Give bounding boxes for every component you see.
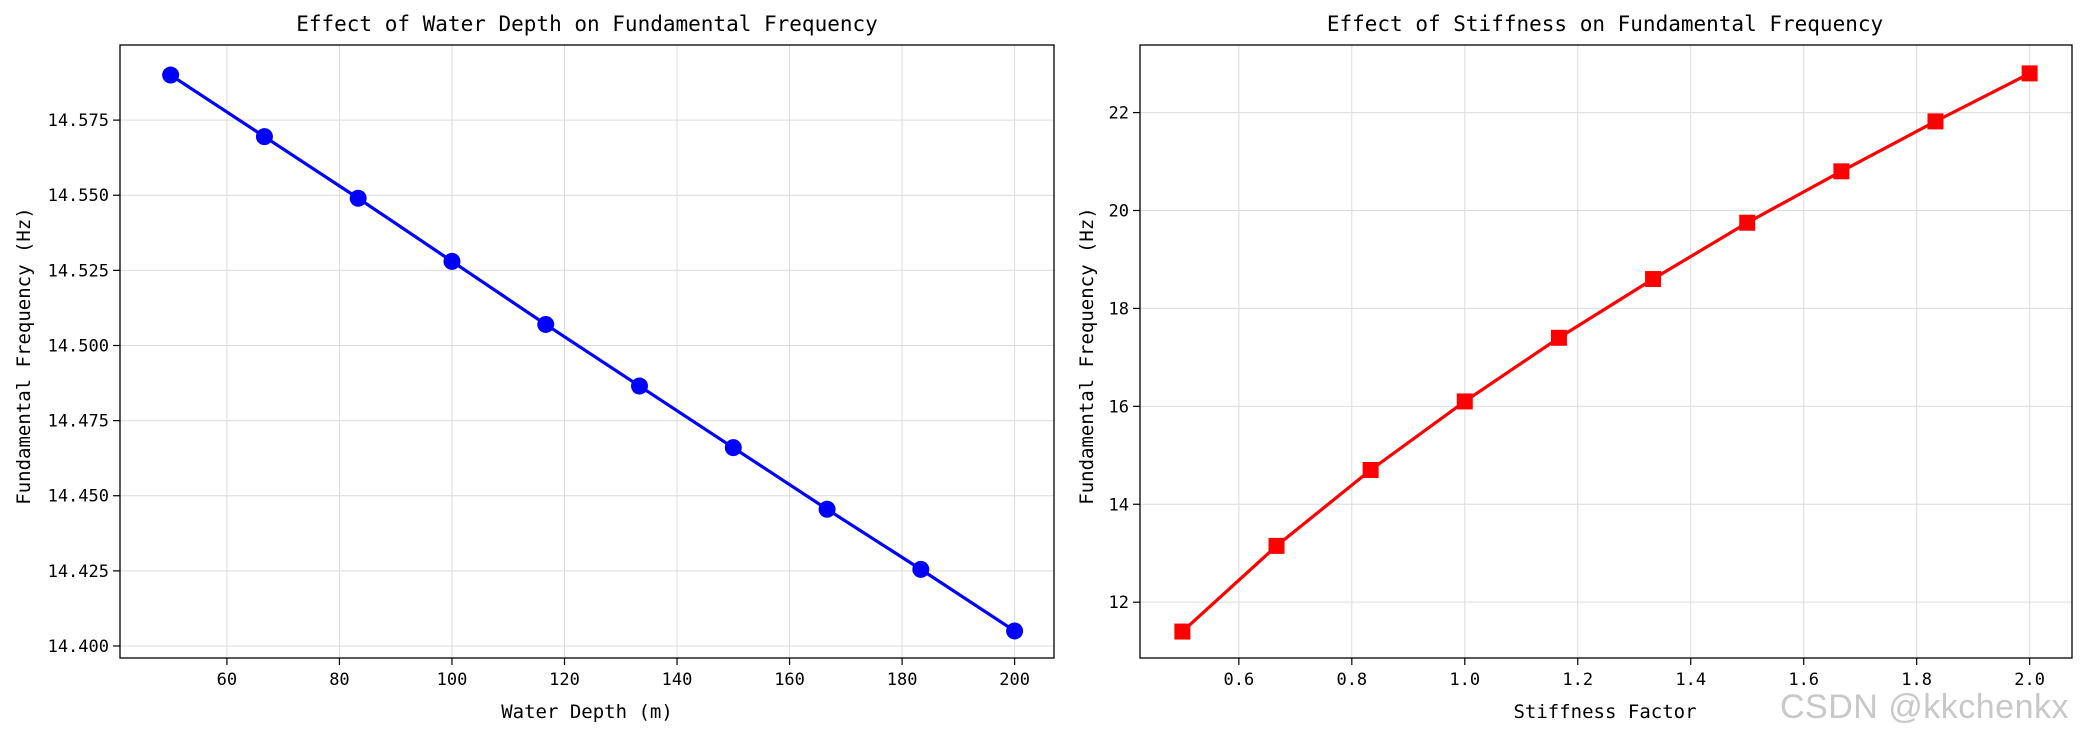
y-tick-label: 16: [1109, 397, 1129, 417]
data-point: [1550, 329, 1567, 346]
chart-title: Effect of Water Depth on Fundamental Fre…: [296, 12, 878, 36]
data-point: [1006, 622, 1024, 640]
y-tick-label: 14.575: [48, 111, 109, 131]
chart-title: Effect of Stiffness on Fundamental Frequ…: [1327, 12, 1883, 36]
data-point: [537, 315, 555, 333]
data-point: [2021, 65, 2038, 82]
x-tick-label: 1.8: [1901, 670, 1932, 690]
y-tick-label: 14.550: [48, 186, 109, 206]
plot-frame: [1139, 44, 2073, 659]
data-point: [162, 66, 180, 84]
y-tick-label: 22: [1109, 104, 1129, 124]
y-tick-label: 14.450: [48, 487, 109, 507]
x-tick-label: 0.6: [1223, 670, 1254, 690]
x-tick-label: 0.8: [1336, 670, 1367, 690]
data-point: [349, 189, 367, 207]
x-tick-label: 2.0: [2014, 670, 2045, 690]
data-point: [818, 500, 836, 518]
x-tick-label: 1.6: [1788, 670, 1819, 690]
y-tick-label: 18: [1109, 299, 1129, 319]
data-point: [1174, 623, 1191, 640]
data-point: [1456, 393, 1473, 410]
y-tick-label: 14: [1109, 495, 1129, 515]
x-tick-label: 1.4: [1675, 670, 1706, 690]
series-line: [169, 73, 1017, 633]
y-tick-label: 14.475: [48, 412, 109, 432]
x-tick-label: 120: [549, 670, 580, 690]
y-tick-label: 14.425: [48, 562, 109, 582]
x-tick-label: 200: [999, 670, 1030, 690]
plot-frame: [119, 44, 1055, 659]
stiffness-chart: Effect of Stiffness on Fundamental Frequ…: [1076, 12, 2073, 723]
y-axis-label: Fundamental Frequency (Hz): [13, 207, 35, 504]
y-tick-label: 20: [1109, 201, 1129, 221]
y-tick-label: 14.400: [48, 637, 109, 657]
y-tick-label: 14.500: [48, 336, 109, 356]
x-tick-label: 1.2: [1562, 670, 1593, 690]
x-tick-label: 60: [217, 670, 237, 690]
watermark: CSDN @kkchenkx: [1779, 688, 2069, 726]
data-point: [724, 439, 742, 457]
y-axis-label: Fundamental Frequency (Hz): [1076, 207, 1098, 504]
data-point: [1645, 271, 1662, 288]
series-line: [1180, 71, 2032, 634]
data-point: [1833, 163, 1850, 180]
data-point: [255, 128, 273, 146]
x-tick-label: 100: [437, 670, 468, 690]
data-point: [1268, 537, 1285, 554]
x-tick-label: 160: [774, 670, 805, 690]
data-point: [1362, 461, 1379, 478]
data-point: [1739, 214, 1756, 231]
x-tick-label: 1.0: [1449, 670, 1480, 690]
y-tick-label: 14.525: [48, 261, 109, 281]
data-point: [443, 252, 461, 270]
data-point: [1927, 113, 1944, 130]
x-axis-label: Stiffness Factor: [1513, 701, 1696, 723]
x-axis-label: Water Depth (m): [501, 701, 673, 723]
y-tick-label: 12: [1109, 593, 1129, 613]
data-point: [912, 560, 930, 578]
x-tick-label: 80: [329, 670, 349, 690]
data-point: [630, 377, 648, 395]
x-tick-label: 140: [662, 670, 693, 690]
x-tick-label: 180: [887, 670, 918, 690]
water-depth-chart: Effect of Water Depth on Fundamental Fre…: [13, 12, 1055, 723]
